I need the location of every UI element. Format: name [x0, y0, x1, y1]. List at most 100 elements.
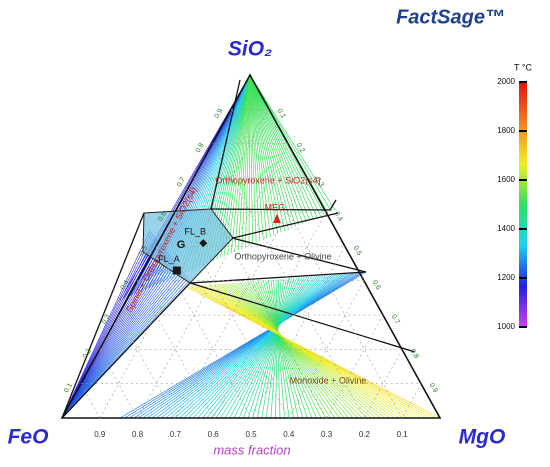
isotherm — [260, 280, 308, 419]
isotherm — [138, 272, 356, 419]
isotherm — [219, 283, 381, 419]
region-label: Orthopyroxene + Olivine — [234, 251, 331, 261]
isotherm — [61, 257, 173, 419]
isotherm — [249, 74, 275, 236]
isotherm — [249, 74, 293, 229]
isotherm — [214, 284, 390, 419]
isotherm — [265, 280, 299, 419]
isotherm — [239, 282, 345, 419]
isotherm — [256, 278, 290, 419]
isotherm — [249, 74, 279, 235]
grid-line — [364, 349, 403, 419]
isotherm — [216, 284, 386, 419]
isotherm — [261, 278, 287, 419]
isotherm — [270, 279, 290, 419]
tick-label: 0.8 — [409, 348, 420, 360]
tick-label: 0.1 — [397, 430, 409, 439]
grid-line — [175, 177, 308, 419]
colorbar-tick-label: 1800 — [497, 126, 515, 135]
tick-label: 0.1 — [276, 108, 287, 120]
isotherm — [201, 285, 413, 419]
isotherm — [203, 285, 409, 419]
isotherm — [151, 273, 349, 419]
isotherm — [234, 74, 251, 253]
isotherm — [249, 74, 286, 232]
isotherm — [249, 74, 307, 223]
tick-label: 0.2 — [359, 430, 371, 439]
isotherm — [61, 273, 186, 419]
isotherm — [188, 274, 328, 419]
isotherm — [206, 284, 404, 419]
isotherm — [215, 276, 313, 419]
isotherm — [270, 279, 282, 419]
colorbar-tick-label: 1400 — [497, 224, 515, 233]
isotherm — [61, 269, 183, 419]
isotherm — [221, 283, 377, 419]
isotherm — [61, 267, 181, 419]
tick-label: 0.9 — [428, 382, 439, 394]
isotherm — [142, 272, 354, 419]
isotherm — [196, 285, 422, 419]
isotherm — [61, 277, 189, 419]
point — [272, 214, 281, 224]
isotherm — [249, 74, 332, 212]
isotherm — [229, 276, 305, 419]
tick-label: 0.8 — [132, 430, 144, 439]
vertex-label: FeO — [8, 426, 49, 449]
point-label: FL_A — [158, 254, 180, 264]
isotherm — [249, 74, 257, 244]
isotherm — [202, 275, 320, 419]
isotherm — [211, 284, 395, 419]
tick-label: 0.4 — [283, 430, 295, 439]
grid-line — [99, 349, 138, 419]
grid-line — [99, 109, 270, 419]
isotherm — [233, 277, 303, 419]
isotherm — [248, 74, 251, 247]
tick-label: 0.3 — [314, 176, 325, 188]
isotherm — [227, 74, 251, 256]
isotherm — [160, 273, 344, 419]
isotherm — [224, 276, 308, 419]
isotherm — [61, 229, 151, 419]
isotherm — [197, 275, 323, 419]
colorbar-title: T °C — [514, 62, 532, 72]
tick-label: 0.1 — [63, 382, 74, 394]
isotherm — [61, 261, 176, 419]
isotherm — [249, 74, 253, 245]
tick-label: 0.5 — [138, 245, 149, 257]
tick-label: 0.3 — [321, 430, 333, 439]
vertex-label: SiO₂ — [228, 38, 272, 61]
isotherm — [61, 263, 178, 419]
tick-label: 0.4 — [120, 279, 131, 291]
tick-label: 0.3 — [101, 313, 112, 325]
isotherm — [249, 281, 327, 419]
isotherm — [124, 271, 364, 419]
isotherm — [241, 74, 251, 250]
isotherm — [147, 273, 351, 419]
tick-label: 0.6 — [371, 279, 382, 291]
grid-line — [230, 109, 403, 419]
isotherm — [170, 274, 338, 419]
isotherm — [61, 235, 156, 419]
point — [172, 266, 181, 275]
isotherm — [183, 274, 331, 419]
isotherm — [237, 74, 251, 251]
isotherm — [61, 251, 168, 419]
isotherm — [226, 283, 368, 419]
logo: FactSage™ — [396, 6, 505, 28]
tick-label: 0.4 — [333, 211, 344, 223]
isotherm — [185, 286, 441, 419]
isotherm — [174, 274, 336, 419]
isotherm — [232, 282, 358, 419]
isotherm — [211, 276, 315, 419]
isotherm — [243, 277, 297, 419]
isotherm — [119, 74, 251, 301]
isotherm — [119, 271, 367, 419]
grid-line — [193, 177, 327, 419]
isotherm — [61, 275, 188, 419]
tick-label: 0.6 — [208, 430, 220, 439]
isotherm — [252, 281, 322, 419]
isotherm — [193, 286, 427, 419]
isotherm — [249, 74, 261, 242]
